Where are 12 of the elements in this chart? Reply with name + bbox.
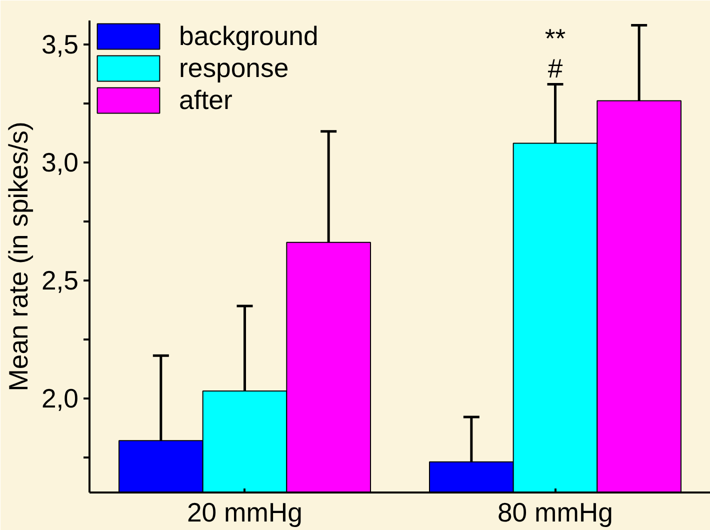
x-tick-label: 80 mmHg (497, 498, 614, 528)
y-tick-label: 3,0 (41, 148, 79, 178)
legend-label: after (179, 84, 232, 116)
y-tick-label: 2,5 (41, 266, 79, 296)
y-tick-label: 2,0 (41, 384, 79, 414)
y-axis-title: Mean rate (in spikes/s) (3, 122, 34, 392)
legend-label: response (179, 52, 289, 84)
annotation: ** (544, 24, 566, 54)
y-tick-label: 3,5 (41, 30, 79, 60)
x-tick-label: 20 mmHg (186, 498, 303, 528)
annotation: # (548, 54, 563, 84)
legend-label: background (179, 20, 318, 52)
